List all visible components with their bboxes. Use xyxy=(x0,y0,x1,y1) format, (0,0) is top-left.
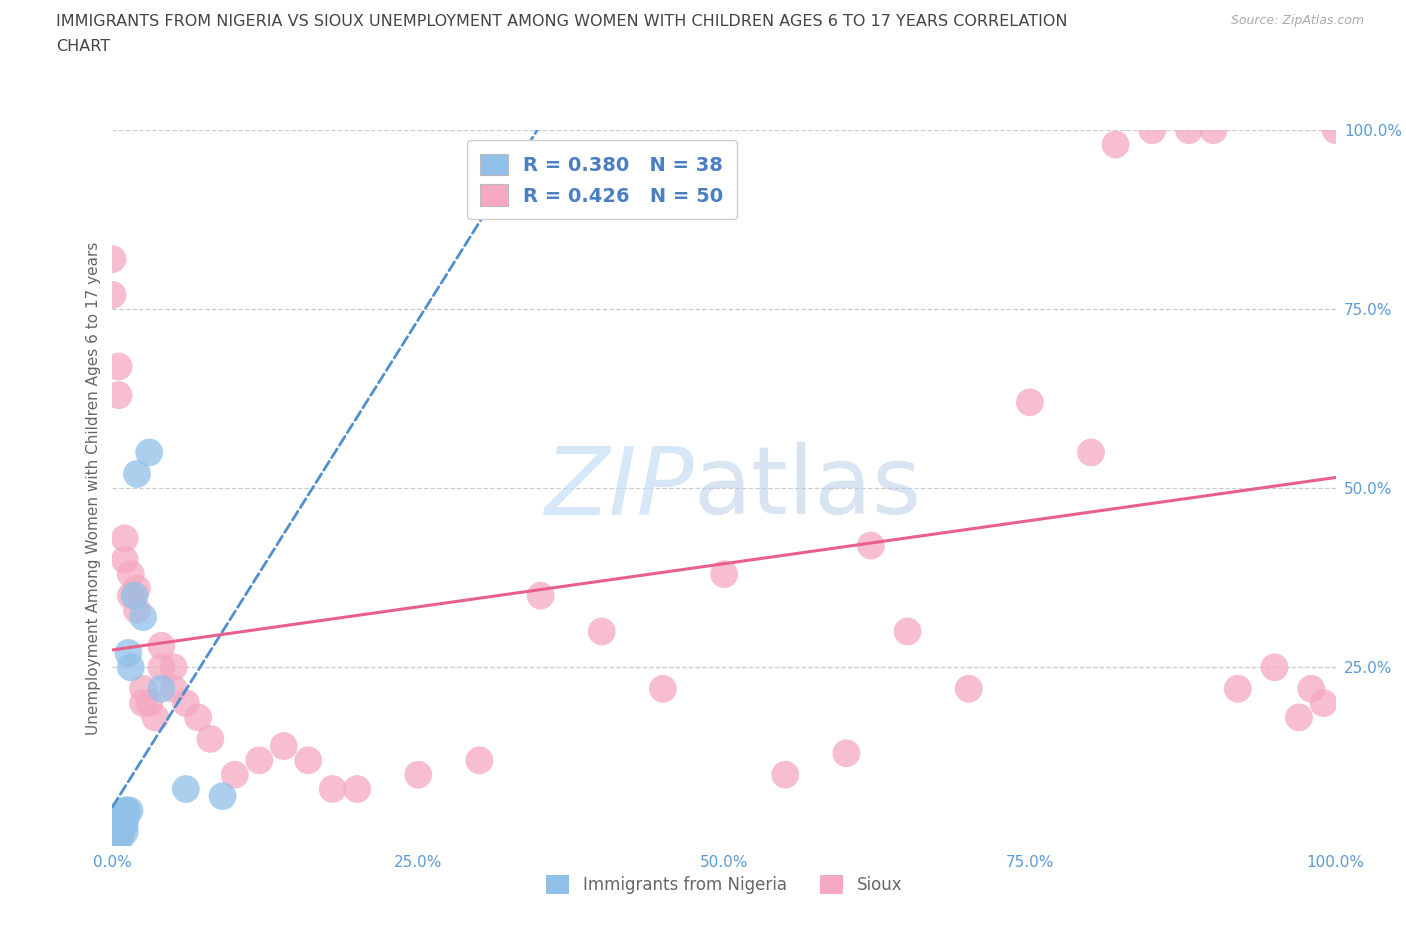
Point xyxy=(1142,123,1164,138)
Point xyxy=(108,831,131,846)
Text: ZIP: ZIP xyxy=(544,443,693,534)
Point xyxy=(101,825,124,840)
Point xyxy=(114,804,136,818)
Point xyxy=(118,804,141,818)
Point xyxy=(247,753,270,768)
Point xyxy=(110,810,132,825)
Point xyxy=(103,831,125,846)
Point xyxy=(108,817,131,832)
Point xyxy=(138,445,160,460)
Point xyxy=(346,781,368,796)
Point xyxy=(111,810,134,825)
Point xyxy=(115,810,138,825)
Point xyxy=(110,825,132,840)
Point xyxy=(273,738,295,753)
Point xyxy=(1178,123,1201,138)
Text: CHART: CHART xyxy=(56,39,110,54)
Point xyxy=(101,831,124,846)
Point xyxy=(105,817,128,832)
Point xyxy=(114,531,136,546)
Point xyxy=(107,359,129,374)
Point xyxy=(107,810,129,825)
Point xyxy=(174,696,197,711)
Point xyxy=(529,589,551,604)
Point xyxy=(120,566,142,581)
Point xyxy=(713,566,735,581)
Point xyxy=(114,552,136,567)
Point xyxy=(107,388,129,403)
Point xyxy=(224,767,246,782)
Point xyxy=(957,682,980,697)
Point xyxy=(1226,682,1249,697)
Point xyxy=(124,589,146,604)
Point xyxy=(120,589,142,604)
Point xyxy=(112,817,135,832)
Point xyxy=(1080,445,1102,460)
Point xyxy=(1104,137,1126,152)
Point xyxy=(835,746,858,761)
Point xyxy=(1018,395,1040,410)
Point xyxy=(150,660,173,675)
Point xyxy=(187,710,209,724)
Point xyxy=(138,696,160,711)
Legend: Immigrants from Nigeria, Sioux: Immigrants from Nigeria, Sioux xyxy=(537,867,911,902)
Point xyxy=(132,696,155,711)
Point xyxy=(112,810,135,825)
Point xyxy=(1324,123,1347,138)
Text: atlas: atlas xyxy=(693,443,922,534)
Point xyxy=(105,825,128,840)
Point xyxy=(1312,696,1334,711)
Point xyxy=(105,831,128,846)
Point xyxy=(107,817,129,832)
Point xyxy=(163,660,186,675)
Point xyxy=(132,610,155,625)
Point xyxy=(125,467,148,482)
Point xyxy=(143,710,166,724)
Point xyxy=(652,682,675,697)
Point xyxy=(105,825,128,840)
Point xyxy=(1264,660,1286,675)
Point xyxy=(114,817,136,832)
Point xyxy=(897,624,920,639)
Point xyxy=(101,287,124,302)
Point xyxy=(132,682,155,697)
Point xyxy=(111,817,134,832)
Point xyxy=(163,682,186,697)
Point xyxy=(1202,123,1225,138)
Point xyxy=(775,767,797,782)
Point xyxy=(150,682,173,697)
Point xyxy=(114,825,136,840)
Point xyxy=(408,767,430,782)
Point xyxy=(120,660,142,675)
Point xyxy=(1301,682,1323,697)
Y-axis label: Unemployment Among Women with Children Ages 6 to 17 years: Unemployment Among Women with Children A… xyxy=(86,242,101,735)
Point xyxy=(322,781,344,796)
Point xyxy=(200,731,222,746)
Point xyxy=(104,831,127,846)
Point xyxy=(117,645,139,660)
Point xyxy=(110,817,132,832)
Point xyxy=(174,781,197,796)
Point xyxy=(1288,710,1310,724)
Point xyxy=(211,789,233,804)
Point xyxy=(105,817,128,832)
Point xyxy=(104,825,127,840)
Point xyxy=(468,753,491,768)
Point xyxy=(150,638,173,653)
Point xyxy=(859,538,882,553)
Point xyxy=(125,581,148,596)
Point xyxy=(105,831,128,846)
Point xyxy=(107,825,129,840)
Point xyxy=(125,603,148,618)
Point xyxy=(101,252,124,267)
Text: Source: ZipAtlas.com: Source: ZipAtlas.com xyxy=(1230,14,1364,27)
Point xyxy=(115,804,138,818)
Text: IMMIGRANTS FROM NIGERIA VS SIOUX UNEMPLOYMENT AMONG WOMEN WITH CHILDREN AGES 6 T: IMMIGRANTS FROM NIGERIA VS SIOUX UNEMPLO… xyxy=(56,14,1067,29)
Point xyxy=(591,624,613,639)
Point xyxy=(297,753,319,768)
